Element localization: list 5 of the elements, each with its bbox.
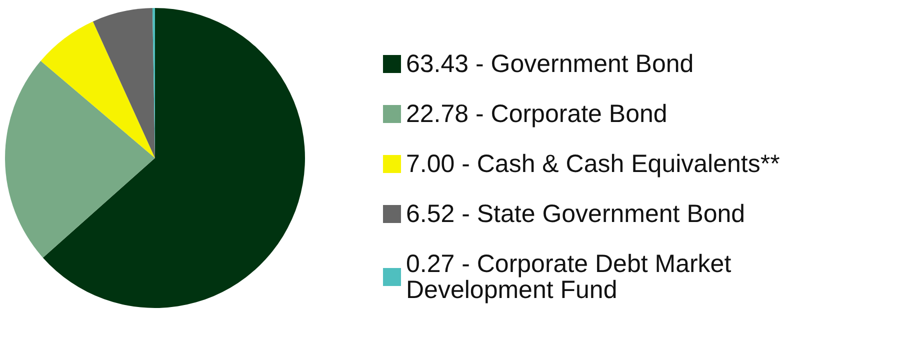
legend-label: 6.52 - State Government Bond (406, 200, 746, 228)
legend-label: 7.00 - Cash & Cash Equivalents** (406, 150, 780, 178)
legend-label: 22.78 - Corporate Bond (406, 100, 668, 128)
legend-label: 0.27 - Corporate Debt Market Development Fund (406, 250, 738, 304)
legend-label: 63.43 - Government Bond (406, 50, 694, 78)
